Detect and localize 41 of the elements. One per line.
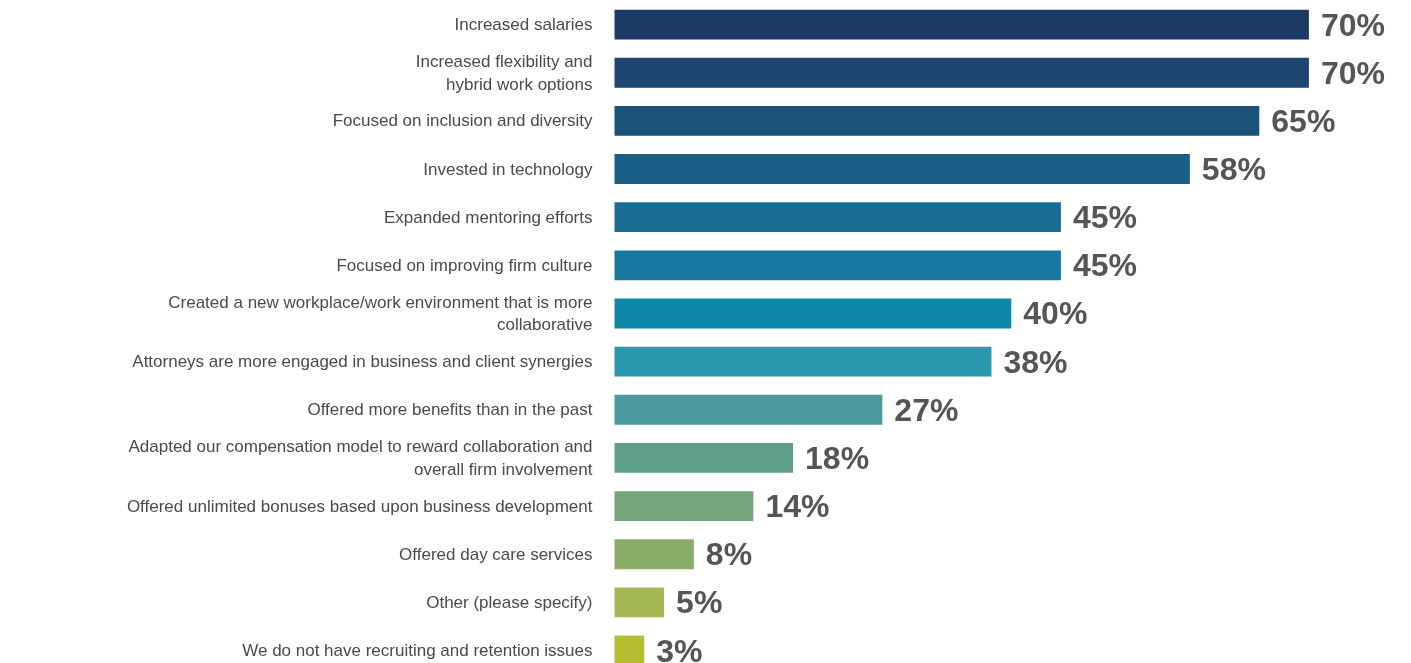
y-tick-label: Attorneys are more engaged in business and client synergies (132, 352, 593, 372)
data-label: 14% (765, 488, 830, 525)
bar (614, 57, 1309, 88)
y-tick-label: Invested in technology (423, 159, 593, 179)
bar (614, 539, 694, 570)
bar (614, 298, 1012, 329)
data-label: 18% (805, 439, 870, 476)
bar (614, 442, 794, 473)
y-tick-label: Adapted our compensation model to reward collaboration and overall firm involvement (128, 437, 593, 479)
y-tick-label: Offered more benefits than in the past (307, 400, 593, 420)
data-label: 45% (1072, 199, 1137, 236)
y-tick-label: Focused on inclusion and diversity (332, 111, 593, 131)
data-label: 45% (1072, 247, 1137, 284)
data-label: 70% (1320, 6, 1385, 43)
bar (614, 9, 1309, 40)
y-tick-label: Offered unlimited bonuses based upon business development (126, 496, 593, 516)
y-tick-label: Other (please specify) (426, 592, 593, 612)
bar (614, 491, 754, 521)
bar (614, 154, 1190, 184)
y-tick-label: Expanded mentoring efforts (383, 207, 593, 227)
y-tick-label: Focused on improving firm culture (336, 255, 593, 275)
data-label: 8% (705, 536, 753, 573)
data-label: 5% (676, 584, 723, 621)
bar (614, 202, 1061, 233)
data-label: 40% (1023, 295, 1088, 332)
data-label: 65% (1271, 102, 1336, 139)
bar (614, 394, 883, 425)
data-label: 58% (1201, 151, 1266, 188)
y-tick-label: Increased flexibility and hybrid work options (415, 51, 593, 94)
data-label: 38% (1003, 343, 1068, 380)
data-label: 70% (1320, 54, 1385, 91)
bar (614, 346, 992, 377)
y-tick-label: Increased salaries (454, 15, 593, 35)
data-label: 3% (656, 632, 703, 663)
data-label: 27% (894, 391, 959, 428)
y-tick-label: Offered day care services (399, 544, 593, 564)
y-tick-label: Created a new workplace/work environment that is more collaborative (168, 292, 593, 335)
y-tick-label: We do not have recruiting and retention issues (242, 641, 593, 660)
bar (614, 250, 1061, 281)
bar (614, 105, 1260, 136)
bar (614, 587, 665, 618)
